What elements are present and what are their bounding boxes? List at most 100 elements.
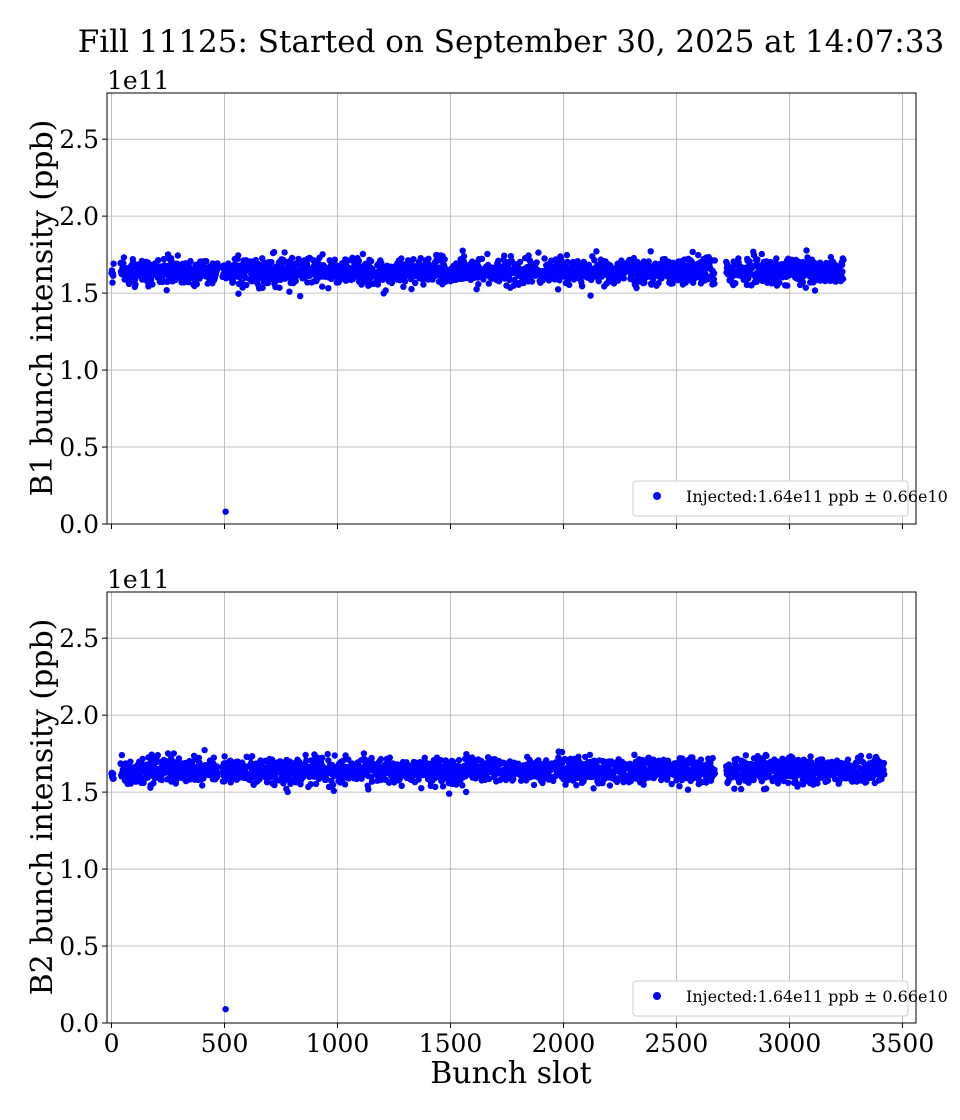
b1-bunch-point [799,279,806,286]
b1-bunch-point [174,260,181,267]
b2-x-tick-label: 2000 [532,1029,596,1058]
b1-bunch-point [732,280,739,287]
b1-bunch-point [203,258,210,265]
b1-bunch-point [382,287,389,294]
b1-bunch-point [160,255,168,263]
b1-bunch-point [286,288,293,295]
b1-bunch-point [587,292,594,299]
b1-bunch-point [533,259,540,266]
b1-bunch-point [541,255,548,262]
b1-bunch-point [754,256,761,263]
b1-bunch-point [408,285,415,293]
b2-bunch-point [150,780,157,787]
b1-bunch-point [235,290,242,297]
b2-bunch-point [418,785,425,792]
b2-bunch-point [154,752,161,759]
x-axis-label: Bunch slot [430,1056,591,1091]
b2-bunch-point [341,781,349,788]
b1-bunch-point [425,255,432,262]
b2-bunch-point [365,786,372,793]
b2-outlier-point [222,1005,229,1013]
b2-bunch-point [558,748,566,756]
b1-bunch-point [695,251,702,259]
b1-offset-label: 1e11 [107,66,170,95]
b1-bunch-point [276,284,283,291]
b2-bunch-point [606,782,614,789]
b2-legend-marker [653,992,661,1000]
b2-bunch-point [221,753,228,760]
b1-y-tick-label: 2.5 [59,125,99,154]
b1-bunch-point [593,248,600,255]
b2-bunch-point [210,754,217,761]
b2-bunch-point [158,776,166,784]
b1-bunch-point [209,260,216,267]
b2-bunch-point [439,783,447,790]
b2-bunch-point [386,754,393,761]
b1-bunch-point [840,256,847,264]
b1-bunch-point [758,250,765,258]
b2-y-tick-label: 0.0 [59,1009,99,1038]
b2-bunch-point [324,750,331,758]
b1-bunch-point [554,286,562,293]
b2-bunch-point [807,753,814,760]
b1-y-tick-label: 2.0 [59,202,99,231]
b2-x-tick-label: 0 [104,1029,120,1058]
b1-bunch-point [516,258,524,266]
b2-bunch-point [530,781,538,789]
b1-bunch-point [647,248,654,255]
b1-bunch-point [268,259,275,266]
b1-bunch-point [281,249,288,256]
b1-outlier-point [222,508,229,515]
b2-bunch-point [445,790,453,797]
b2-bunch-point [329,781,337,789]
b2-bunch-point [284,788,291,796]
b1-bunch-point [214,260,221,267]
b2-bunch-point [785,779,792,787]
b1-legend: Injected:1.64e11 ppb ± 0.66e10 [632,480,948,517]
b1-bunch-point [839,268,846,275]
b2-bunch-point [742,752,749,759]
b1-bunch-point [398,255,405,262]
b2-bunch-point [731,785,738,792]
b2-bunch-point [360,750,368,757]
b2-bunch-point [331,752,338,759]
b1-y-tick-label: 0.0 [59,510,99,539]
b2-bunch-point [737,785,745,793]
b2-legend: Injected:1.64e11 ppb ± 0.66e10 [632,980,948,1017]
b1-bunch-point [400,283,407,290]
b1-bunch-point [566,281,573,289]
b1-bunch-point [773,255,780,262]
b2-bunch-point [248,753,256,760]
b2-bunch-point [697,756,705,763]
b1-bunch-point [803,247,810,254]
b1-bunch-point [367,258,375,265]
b1-bunch-point [243,281,250,289]
b1-bunch-point [204,280,211,287]
b1-bunch-point [193,281,200,288]
b2-bunch-point [118,751,126,759]
b2-y-tick-label: 1.0 [59,855,99,884]
b1-bunch-point [620,275,627,282]
b1-bunch-point [110,260,117,267]
b1-bunch-point [535,249,542,256]
b1-y-tick-label: 1.0 [59,356,99,385]
b2-bunch-point [631,751,638,758]
b1-bunch-point [408,276,415,283]
b1-bunch-point [689,248,696,256]
b2-x-tick-label: 3500 [871,1029,935,1058]
b2-bunch-point [368,754,375,762]
b1-bunch-point [303,260,311,268]
b2-bunch-point [711,770,718,777]
b2-bunch-point [814,780,821,787]
b2-bunch-point [201,746,208,754]
b1-bunch-point [325,285,332,292]
b2-bunch-point [398,782,405,789]
b1-bunch-point [297,292,304,300]
b2-bunch-point [302,751,309,759]
b2-y-tick-label: 2.0 [59,701,99,730]
b1-bunch-point [259,284,266,291]
b1-bunch-point [478,255,486,262]
b1-bunch-point [331,256,338,263]
b2-y-tick-label: 1.5 [59,778,99,807]
b1-intensity-panel: 0.0 0.5 1.0 1.5 2.0 2.5 B1 bunch intensity (p… [25,66,948,539]
